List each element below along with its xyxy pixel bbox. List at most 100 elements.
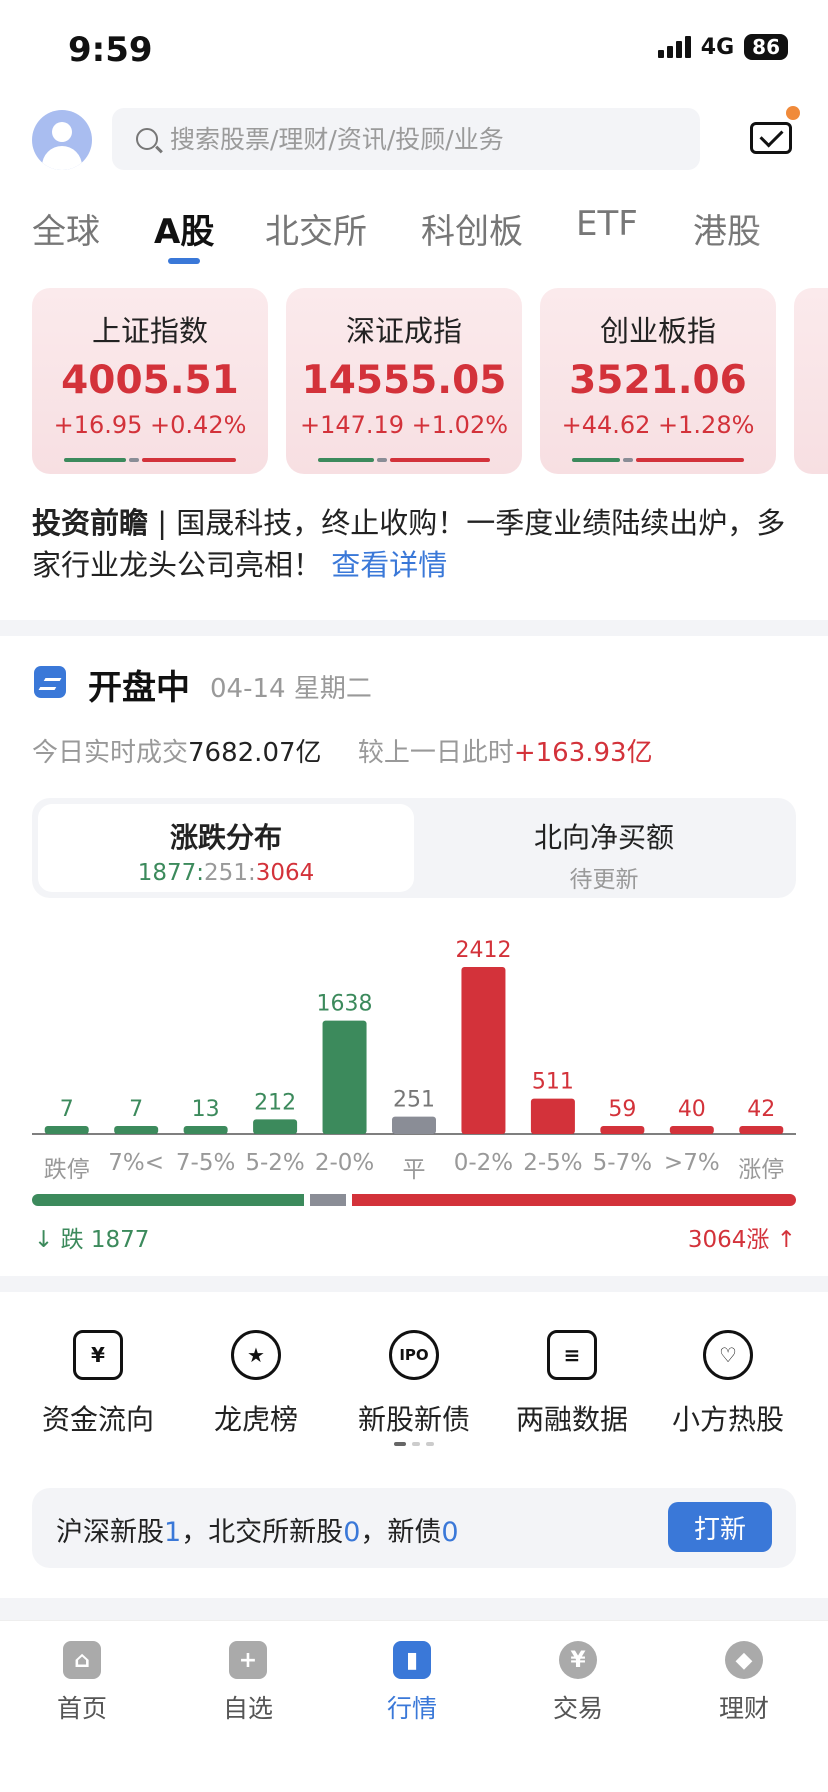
chart-x-label: 7-5%	[175, 1150, 236, 1176]
nav-watchlist[interactable]: + 自选	[188, 1641, 308, 1725]
notification-dot	[786, 106, 800, 120]
news-ticker[interactable]: 投资前瞻 | 国晟科技，终止收购！一季度业绩陆续出炉，多家行业龙头公司亮相！ 查…	[0, 490, 828, 620]
chart-data-label: 1638	[317, 992, 373, 1017]
nav-wealth[interactable]: ◆ 理财	[684, 1641, 804, 1725]
ipo-summary-text: 沪深新股1，北交所新股0，新债0	[56, 1517, 459, 1548]
chart-data-label: 42	[747, 1097, 775, 1122]
tab-bse[interactable]: 北交所	[265, 212, 367, 252]
header	[0, 100, 828, 200]
battery-icon: 86	[744, 34, 788, 60]
market-tabs: 全球 A股 北交所 科创板 ETF 港股	[0, 200, 828, 280]
margin-data-icon: ≡	[547, 1330, 597, 1380]
shortcut-hot-stock[interactable]: ♡ 小方热股	[658, 1330, 798, 1438]
subscribe-ipo-button[interactable]: 打新	[668, 1502, 772, 1552]
dist-segment-control: 涨跌分布 1877:251:3064 北向净买额 待更新	[32, 798, 796, 898]
tab-global[interactable]: 全球	[32, 212, 100, 252]
index-change: +44.62 +1.28%	[561, 411, 755, 439]
tab-a-shares[interactable]: A股	[154, 212, 215, 252]
index-change: +147.19 +1.02%	[299, 411, 509, 439]
shortcut-grid: ¥ 资金流向 ★ 龙虎榜 IPO 新股新债 ≡ 两融数据 ♡ 小方热股 沪深新股…	[0, 1292, 828, 1598]
network-type: 4G	[700, 34, 735, 60]
chart-data-label: 40	[678, 1097, 706, 1122]
market-status: 开盘中	[88, 668, 190, 708]
ipo-summary-bar[interactable]: 沪深新股1，北交所新股0，新债0 打新	[32, 1488, 796, 1568]
chart-data-label: 251	[393, 1088, 435, 1113]
news-tag: 投资前瞻	[32, 506, 149, 540]
index-value: 4005.51	[61, 358, 239, 403]
market-overview: 开盘中 04-14 星期二 今日实时成交7682.07亿 较上一日此时+163.…	[0, 636, 828, 1276]
chart-data-label: 2412	[455, 938, 511, 963]
market-icon: ▮	[393, 1641, 431, 1679]
index-breadth-bar	[572, 458, 744, 462]
chart-bar	[44, 1126, 89, 1134]
nav-trade[interactable]: ¥ 交易	[518, 1641, 638, 1725]
search-icon	[136, 128, 158, 150]
rise-count: 3064涨 ↑	[687, 1227, 796, 1253]
index-cards: 上证指数 4005.51 +16.95 +0.42% 深证成指 14555.05…	[0, 280, 828, 490]
chart-x-label: 0-2%	[453, 1150, 514, 1176]
market-status-icon	[34, 666, 66, 698]
chart-x-label: 2-5%	[523, 1150, 583, 1176]
chart-x-axis: 跌停 7%< 7-5% 5-2% 2-0% 平 0-2% 2-5% 5-7% >7% 涨停	[32, 1150, 796, 1190]
shortcut-dragon-tiger[interactable]: ★ 龙虎榜	[186, 1330, 326, 1438]
chart-x-label: 5-7%	[592, 1150, 653, 1176]
medal-icon: ★	[231, 1330, 281, 1380]
index-value: 3521.06	[569, 358, 747, 403]
index-card-chinext[interactable]: 创业板指 3521.06 +44.62 +1.28%	[540, 288, 776, 474]
message-icon[interactable]	[750, 122, 792, 154]
index-name: 上证指数	[91, 314, 208, 348]
index-breadth-bar	[318, 458, 490, 462]
volume-summary: 今日实时成交7682.07亿 较上一日此时+163.93亿	[32, 738, 653, 768]
chart-bar	[669, 1126, 714, 1134]
ipo-icon: IPO	[389, 1330, 439, 1380]
chart-bar	[461, 967, 506, 1134]
breadth-ratio-bar	[32, 1194, 796, 1206]
chart-bar	[322, 1020, 367, 1134]
chart-bar	[183, 1126, 228, 1134]
active-tab-indicator	[168, 258, 200, 264]
market-date: 04-14 星期二	[210, 674, 372, 704]
nav-market[interactable]: ▮ 行情	[352, 1641, 472, 1725]
chart-x-label: >7%	[663, 1150, 720, 1176]
tab-star-market[interactable]: 科创板	[421, 212, 523, 252]
avatar[interactable]	[32, 110, 92, 170]
chart-bar	[114, 1126, 159, 1134]
chart-bar	[253, 1119, 298, 1134]
shortcut-fund-flow[interactable]: ¥ 资金流向	[28, 1330, 168, 1438]
watchlist-icon: +	[229, 1641, 267, 1679]
index-card-shenzhen[interactable]: 深证成指 14555.05 +147.19 +1.02%	[286, 288, 522, 474]
tab-northbound[interactable]: 北向净买额 待更新	[533, 821, 674, 893]
index-card-shanghai[interactable]: 上证指数 4005.51 +16.95 +0.42%	[32, 288, 268, 474]
chart-bar	[600, 1126, 645, 1134]
news-separator: |	[157, 506, 168, 540]
news-detail-link[interactable]: 查看详情	[331, 548, 448, 582]
search-input[interactable]	[170, 124, 670, 154]
chart-data-label: 13	[192, 1097, 220, 1122]
chart-data-label: 7	[60, 1097, 74, 1122]
chart-bar	[530, 1098, 575, 1134]
fund-flow-icon: ¥	[73, 1330, 123, 1380]
news-text: 国晟科技，终止收购！一季度业绩陆续出炉，多家行业龙头公司亮相！	[32, 506, 786, 582]
index-change: +16.95 +0.42%	[53, 411, 247, 439]
index-name: 深证成指	[345, 314, 462, 348]
shortcut-ipo[interactable]: IPO 新股新债	[344, 1330, 484, 1438]
chart-bar	[392, 1116, 436, 1134]
search-bar[interactable]	[112, 108, 700, 170]
chart-x-label: 7%<	[108, 1150, 165, 1176]
shortcut-margin[interactable]: ≡ 两融数据	[502, 1330, 642, 1438]
distribution-counts: 1877:251:3064	[137, 860, 315, 886]
distribution-chart: 7 7 13 212 1638 251 2412 511 59 40 42	[32, 912, 796, 1152]
chart-data-label: 59	[608, 1097, 636, 1122]
home-icon: ⌂	[63, 1641, 101, 1679]
index-breadth-bar	[64, 458, 236, 462]
trade-icon: ¥	[559, 1641, 597, 1679]
bottom-nav: ⌂ 首页 + 自选 ▮ 行情 ¥ 交易 ◆ 理财	[0, 1620, 828, 1792]
wealth-icon: ◆	[725, 1641, 763, 1679]
tab-distribution[interactable]: 涨跌分布 1877:251:3064	[38, 804, 414, 892]
tab-etf[interactable]: ETF	[576, 204, 638, 244]
index-card-next[interactable]	[794, 288, 828, 474]
index-name: 创业板指	[599, 314, 716, 348]
status-bar: 9:59 4G 86	[0, 0, 828, 100]
page-indicator	[394, 1442, 434, 1446]
nav-home[interactable]: ⌂ 首页	[22, 1641, 142, 1725]
